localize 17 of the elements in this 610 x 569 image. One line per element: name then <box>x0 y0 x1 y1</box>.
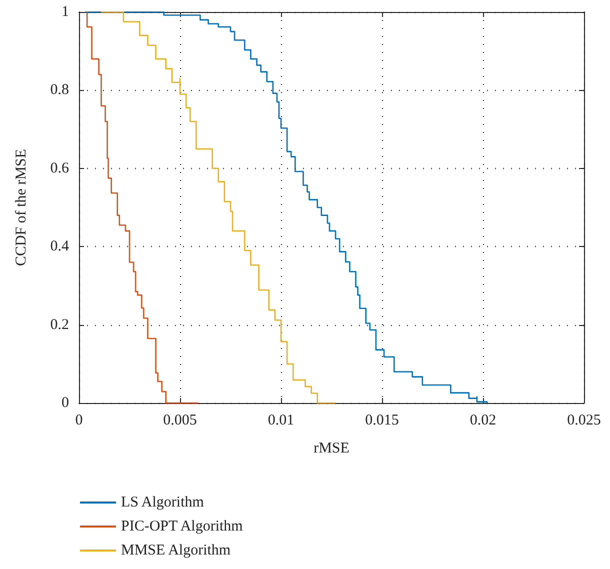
y-tick-label: 0.4 <box>50 238 70 255</box>
legend-label: PIC-OPT Algorithm <box>121 518 244 534</box>
x-tick-label: 0.005 <box>163 412 197 428</box>
y-tick-label: 0 <box>62 395 69 411</box>
x-tick-label: 0 <box>75 412 83 428</box>
y-tick-label: 0.6 <box>50 160 70 176</box>
legend-label: MMSE Algorithm <box>121 542 231 558</box>
y-tick-label: 0.8 <box>50 82 69 98</box>
y-tick-label: 0.2 <box>50 316 69 333</box>
x-tick-label: 0.025 <box>567 412 601 428</box>
x-tick-label: 0.015 <box>365 412 399 428</box>
y-tick-label: 1 <box>62 4 69 20</box>
legend-label: LS Algorithm <box>121 494 204 510</box>
x-tick-label: 0.02 <box>470 412 496 428</box>
x-axis-title: rMSE <box>314 440 350 456</box>
x-tick-label: 0.01 <box>268 412 294 428</box>
y-axis-title: CCDF of the rMSE <box>14 148 30 266</box>
